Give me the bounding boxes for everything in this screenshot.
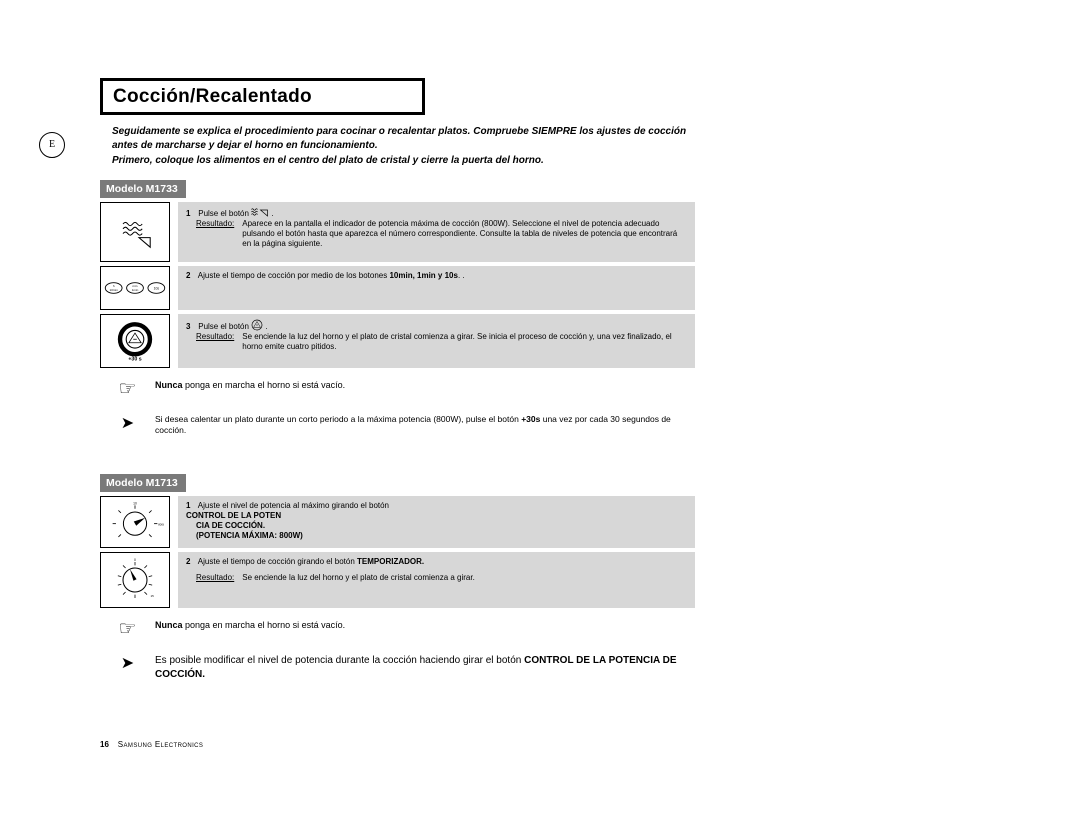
step-body: 1 Ajuste el nivel de potencia al máximo … bbox=[178, 496, 695, 548]
step-body: 2 Ajuste el tiempo de cocción girando el… bbox=[178, 552, 695, 608]
model-a-step-2: h 10min min 1min 10s 2 Ajuste el tiempo … bbox=[100, 266, 695, 310]
language-badge: E bbox=[39, 132, 65, 158]
result-text: Aparece en la pantalla el indicador de p… bbox=[242, 219, 687, 249]
page-footer: 16 Samsung Electronics bbox=[100, 740, 203, 749]
start-button-icon: +30 s bbox=[100, 314, 170, 368]
model-a-note-2: ➤ Si desea calentar un plato durante un … bbox=[100, 411, 695, 437]
step-bold-2: (POTENCIA MÁXIMA: 800W) bbox=[196, 531, 303, 540]
model-a-step-3: +30 s 3 Pulse el botón . Resultado: Se e… bbox=[100, 314, 695, 368]
step-body: 3 Pulse el botón . Resultado: Se enciend… bbox=[178, 314, 695, 368]
timer-dial-icon: 0 15 bbox=[100, 552, 170, 608]
result-text: Se enciende la luz del horno y el plato … bbox=[242, 573, 687, 583]
intro-p1: Seguidamente se explica el procedimiento… bbox=[112, 125, 695, 152]
result-text: Se enciende la luz del horno y el plato … bbox=[242, 332, 687, 352]
note-text: ponga en marcha el horno si está vacío. bbox=[183, 380, 346, 390]
step-number: 1 bbox=[186, 501, 196, 511]
step-body: 1 Pulse el botón . Resultado: Aparece en… bbox=[178, 202, 695, 262]
arrow-icon: ➤ bbox=[100, 651, 155, 681]
section-title-box: Cocción/Recalentado bbox=[100, 78, 425, 115]
step-text: Ajuste el tiempo de cocción girando el b… bbox=[198, 557, 424, 566]
note-bold: Nunca bbox=[155, 620, 183, 630]
result-label: Resultado: bbox=[196, 219, 242, 249]
step-text: Ajuste el nivel de potencia al máximo gi… bbox=[186, 501, 389, 520]
step-number: 2 bbox=[186, 557, 196, 567]
step-number: 3 bbox=[186, 322, 196, 332]
note-text: ponga en marcha el horno si está vacío. bbox=[183, 620, 346, 630]
hand-icon: ☞ bbox=[100, 376, 155, 403]
model-a-label: Modelo M1733 bbox=[100, 180, 186, 198]
svg-text:10s: 10s bbox=[154, 286, 160, 290]
note-text: Es posible modificar el nivel de potenci… bbox=[155, 655, 524, 666]
step-body: 2 Ajuste el tiempo de cocción por medio … bbox=[178, 266, 695, 310]
result-label: Resultado: bbox=[196, 332, 242, 352]
intro-p2: Primero, coloque los alimentos en el cen… bbox=[112, 154, 695, 168]
time-buttons-icon: h 10min min 1min 10s bbox=[100, 266, 170, 310]
svg-text:15: 15 bbox=[150, 595, 154, 599]
intro-text: Seguidamente se explica el procedimiento… bbox=[100, 125, 695, 168]
model-b-label: Modelo M1713 bbox=[100, 474, 186, 492]
svg-text:1min: 1min bbox=[132, 288, 139, 292]
step-text: Ajuste el tiempo de cocción por medio de… bbox=[198, 271, 465, 280]
svg-text:10min: 10min bbox=[110, 288, 119, 292]
microwave-power-icon bbox=[100, 202, 170, 262]
model-b-step-1: 10 800W 1 Ajuste el nivel de potencia al… bbox=[100, 496, 695, 548]
step-number: 2 bbox=[186, 271, 196, 281]
step-text: Pulse el botón . bbox=[198, 322, 267, 331]
power-dial-icon: 10 800W bbox=[100, 496, 170, 548]
note-bold: Nunca bbox=[155, 380, 183, 390]
page-number: 16 bbox=[100, 740, 109, 749]
model-b-step-2: 0 15 2 Ajuste el tiempo de cocción giran… bbox=[100, 552, 695, 608]
company-name: Samsung Electronics bbox=[118, 740, 204, 749]
model-a-step-1: 1 Pulse el botón . Resultado: Aparece en… bbox=[100, 202, 695, 262]
page: E Cocción/Recalentado Seguidamente se ex… bbox=[0, 0, 1080, 813]
svg-text:0: 0 bbox=[134, 559, 136, 563]
result-label: Resultado: bbox=[196, 573, 242, 583]
hand-icon: ☞ bbox=[100, 616, 155, 643]
svg-text:10: 10 bbox=[133, 502, 137, 506]
arrow-icon: ➤ bbox=[100, 411, 155, 437]
svg-text:+30 s: +30 s bbox=[128, 356, 141, 362]
step-number: 1 bbox=[186, 209, 196, 219]
step-text: Pulse el botón . bbox=[198, 209, 273, 218]
note-text: Si desea calentar un plato durante un co… bbox=[155, 414, 521, 424]
step-bold: CIA DE COCCIÓN. bbox=[196, 521, 265, 530]
svg-text:800W: 800W bbox=[158, 523, 164, 527]
model-a-note-1: ☞ Nunca ponga en marcha el horno si está… bbox=[100, 376, 695, 403]
model-b-note-2: ➤ Es posible modificar el nivel de poten… bbox=[100, 651, 695, 681]
note-bold: +30s bbox=[521, 414, 540, 424]
model-b-note-1: ☞ Nunca ponga en marcha el horno si está… bbox=[100, 616, 695, 643]
section-title: Cocción/Recalentado bbox=[113, 86, 412, 108]
